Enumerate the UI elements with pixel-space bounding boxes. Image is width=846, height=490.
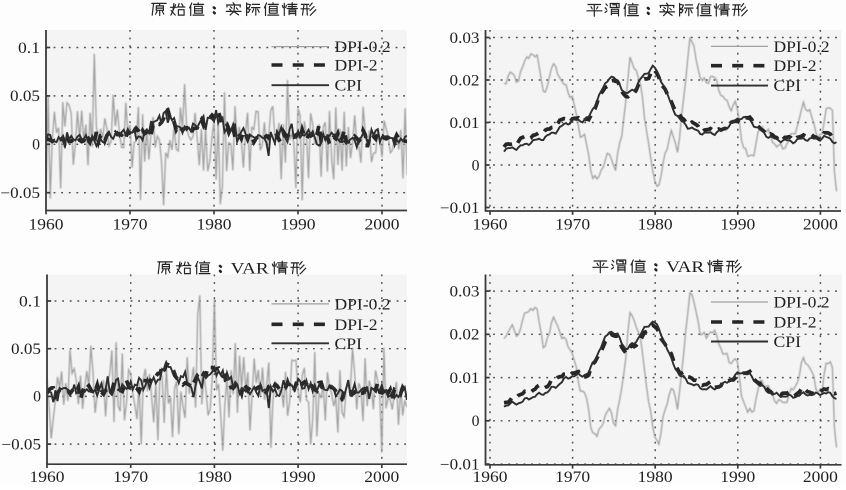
svg-text:0.1: 0.1 <box>19 293 41 310</box>
svg-text:−0.05: −0.05 <box>2 436 42 453</box>
svg-text:2000: 2000 <box>803 217 838 234</box>
svg-text:0.03: 0.03 <box>450 30 480 47</box>
svg-text:VAR: VAR <box>231 260 269 277</box>
svg-text:1990: 1990 <box>281 217 316 234</box>
svg-text:0.05: 0.05 <box>10 88 40 105</box>
svg-text:1980: 1980 <box>638 469 673 485</box>
svg-text:2000: 2000 <box>365 217 400 234</box>
svg-text:−0.01: −0.01 <box>440 456 480 473</box>
svg-text:0: 0 <box>472 413 480 430</box>
svg-text:1980: 1980 <box>638 217 673 234</box>
svg-text:0: 0 <box>472 157 480 174</box>
svg-text:DPI-2: DPI-2 <box>774 58 817 75</box>
svg-text:0: 0 <box>33 389 41 406</box>
svg-text:2000: 2000 <box>803 469 838 485</box>
svg-text:DPI-0.2: DPI-0.2 <box>774 295 830 312</box>
svg-text:1990: 1990 <box>720 217 755 234</box>
svg-text:1960: 1960 <box>473 217 508 234</box>
svg-text:1970: 1970 <box>555 469 590 485</box>
svg-text:DPI-2: DPI-2 <box>335 58 378 75</box>
svg-text:0: 0 <box>32 137 40 154</box>
svg-text:DPI-0.2: DPI-0.2 <box>335 296 391 313</box>
svg-text:0.02: 0.02 <box>450 327 480 344</box>
svg-text:VAR: VAR <box>666 259 704 276</box>
svg-text:1960: 1960 <box>30 469 65 485</box>
svg-text:1960: 1960 <box>473 469 508 485</box>
svg-text:CPI: CPI <box>335 78 363 95</box>
svg-text:−0.01: −0.01 <box>440 200 480 217</box>
svg-text:0.05: 0.05 <box>11 341 41 358</box>
svg-text:1980: 1980 <box>197 469 232 485</box>
svg-text:2000: 2000 <box>364 469 399 485</box>
svg-text:1970: 1970 <box>555 217 590 234</box>
svg-text:0.02: 0.02 <box>450 72 480 89</box>
svg-text:0.1: 0.1 <box>18 40 40 57</box>
svg-text:1990: 1990 <box>281 469 316 485</box>
svg-text:1960: 1960 <box>29 217 64 234</box>
svg-text:DPI-0.2: DPI-0.2 <box>335 39 391 56</box>
svg-text:0.01: 0.01 <box>450 115 480 132</box>
svg-text:CPI: CPI <box>335 336 363 353</box>
svg-text:1980: 1980 <box>197 217 232 234</box>
svg-text:DPI-2: DPI-2 <box>774 315 817 332</box>
svg-text:CPI: CPI <box>774 78 802 95</box>
svg-text:−0.05: −0.05 <box>1 185 41 202</box>
svg-text:1970: 1970 <box>113 469 148 485</box>
svg-text:1970: 1970 <box>113 217 148 234</box>
svg-text:DPI-2: DPI-2 <box>335 317 378 334</box>
svg-text:0.03: 0.03 <box>450 283 480 300</box>
svg-text:0.01: 0.01 <box>450 370 480 387</box>
svg-text:DPI-0.2: DPI-0.2 <box>774 39 830 56</box>
svg-text:1990: 1990 <box>720 469 755 485</box>
svg-text:CPI: CPI <box>774 334 802 351</box>
